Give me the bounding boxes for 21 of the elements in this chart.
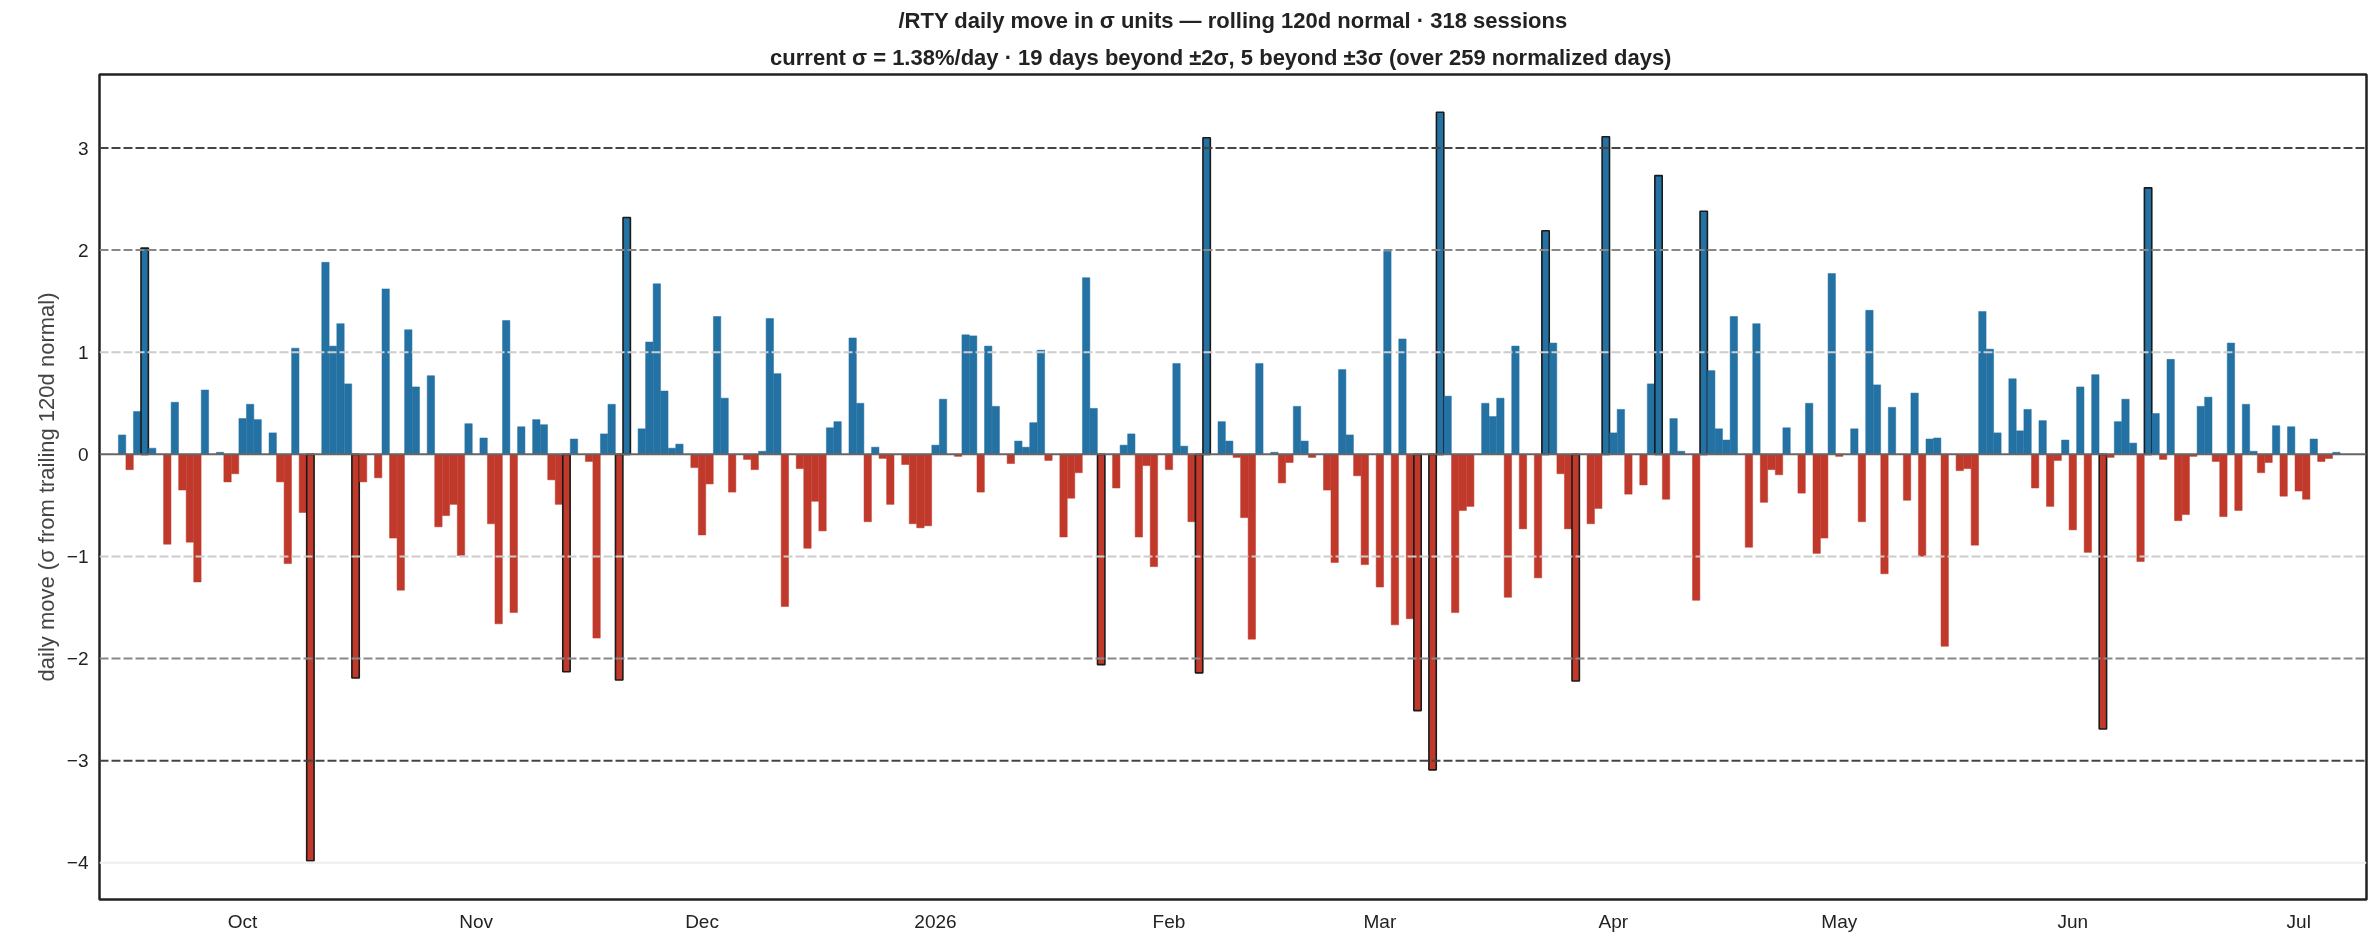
chart-subtitle: current σ = 1.38%/day · 19 days beyond ±2σ, 5 beyond ±3σ (over 259 normalized days): [770, 44, 1672, 70]
x-tick-label: 2026: [914, 910, 957, 932]
x-tick-label: Nov: [459, 910, 494, 932]
y-tick-label: 1: [77, 341, 89, 363]
y-tick-label: −1: [66, 545, 89, 567]
x-tick-label: Jun: [2057, 910, 2089, 932]
x-tick-label: Apr: [1598, 910, 1629, 932]
x-tick-label: Mar: [1363, 910, 1397, 932]
x-tick-label: Dec: [685, 910, 719, 932]
y-tick-label: −2: [66, 648, 89, 670]
y-tick-label: −3: [66, 750, 89, 772]
y-tick-label: −4: [66, 852, 89, 874]
y-tick-label: 0: [77, 443, 89, 465]
x-tick-label: Oct: [227, 910, 259, 932]
x-tick-label: May: [1821, 910, 1858, 932]
y-tick-label: 3: [77, 137, 89, 159]
y-axis-title: daily move (σ from trailing 120d normal): [33, 292, 59, 682]
chart-title: /RTY daily move in σ units — rolling 120d normal · 318 sessions: [898, 7, 1568, 33]
x-tick-label: Jul: [2286, 910, 2311, 932]
x-tick-label: Feb: [1152, 910, 1186, 932]
y-tick-label: 2: [77, 239, 89, 261]
